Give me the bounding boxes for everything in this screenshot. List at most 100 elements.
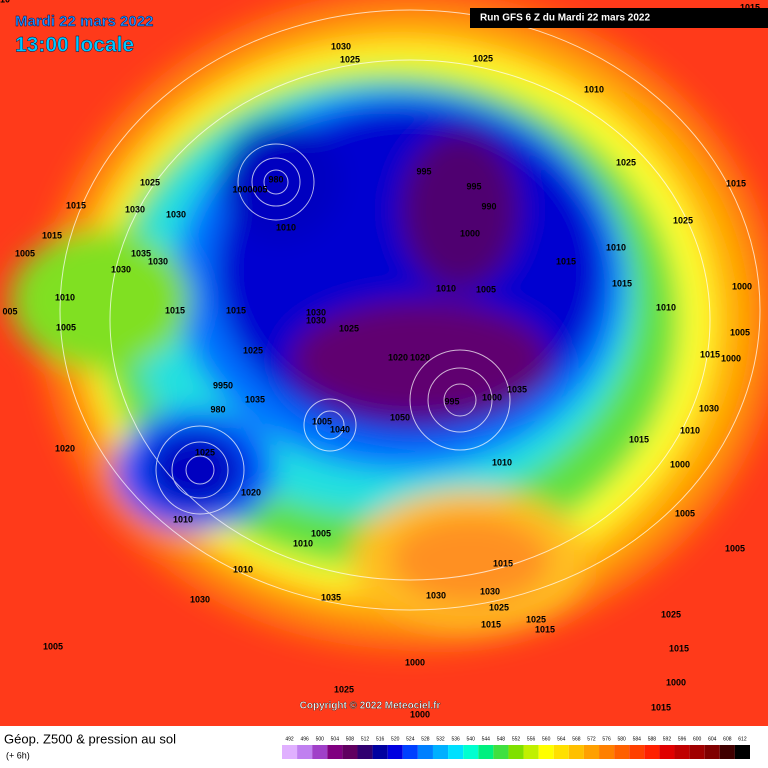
isobar-label: 1015: [629, 434, 649, 444]
isobar-label: 1015: [535, 624, 555, 634]
colorbar-label: 588: [648, 736, 657, 742]
colorbar-label: 544: [482, 736, 491, 742]
isobar-label: 1015: [612, 278, 632, 288]
isobar-label: 1010: [492, 457, 512, 467]
isobar-label: 1000: [460, 228, 480, 238]
colorbar-label: 556: [527, 736, 536, 742]
isobar-label: 1010: [584, 84, 604, 94]
colorbar-swatch: [644, 745, 660, 759]
colorbar-swatch: [629, 745, 645, 759]
isobar-label: 1040: [330, 424, 350, 434]
isobar-label: 1005: [15, 248, 35, 258]
colorbar-label: 600: [693, 736, 702, 742]
colorbar-swatch: [463, 745, 479, 759]
isobars: [59, 9, 761, 611]
colorbar-swatch: [659, 745, 675, 759]
colorbar-swatch: [372, 745, 388, 759]
isobar-label: 980: [210, 404, 225, 414]
isobar-label: 1030: [699, 403, 719, 413]
isobar-label: 1025: [339, 323, 359, 333]
colorbar-label: 552: [512, 736, 521, 742]
isobar-label: 1030: [426, 590, 446, 600]
isobar-label: 1010: [55, 292, 75, 302]
isobar-label: 1030: [148, 256, 168, 266]
colorbar-label: 560: [542, 736, 551, 742]
isobar-label: 1025: [140, 177, 160, 187]
isobar-label: 1030: [111, 264, 131, 274]
colorbar-swatch: [508, 745, 524, 759]
isobar-label: 1010: [656, 302, 676, 312]
colorbar-swatch: [417, 745, 433, 759]
isobar-label: 1015: [493, 558, 513, 568]
colorbar-swatch: [538, 745, 554, 759]
isobar-label: 1035: [131, 248, 151, 258]
isobar-label: 1035: [321, 592, 341, 602]
isobar-label: 1015: [42, 230, 62, 240]
isobar-label: 1025: [243, 345, 263, 355]
isobar-label: 1030: [125, 204, 145, 214]
isobar-label: 1030: [306, 315, 326, 325]
colorbar-swatch: [297, 745, 313, 759]
isobar-label: 1025: [340, 54, 360, 64]
colorbar-swatch: [719, 745, 735, 759]
colorbar-label: 568: [572, 736, 581, 742]
colorbar-label: 532: [436, 736, 445, 742]
isobar-label: 1010: [233, 564, 253, 574]
colorbar-label: 580: [618, 736, 627, 742]
isobar-label: 1015: [66, 200, 86, 210]
colorbar-label: 492: [285, 736, 294, 742]
colorbar-label: 612: [738, 736, 747, 742]
isobar-label: 1010: [606, 242, 626, 252]
colorbar-label: 564: [557, 736, 566, 742]
isobar-label: 1035: [245, 394, 265, 404]
isobar-label: 1020: [241, 487, 261, 497]
isobar-label: 1015: [700, 349, 720, 359]
isobar-label: 1000005: [232, 184, 267, 194]
isobar-label: 1010: [0, 0, 10, 4]
isobar-label: 1025: [473, 53, 493, 63]
colorbar-label: 584: [633, 736, 642, 742]
colorbar-label: 504: [331, 736, 340, 742]
isobar-label: 1035: [507, 384, 527, 394]
isobar-label: 1000: [410, 709, 430, 719]
isobar-label: 1015: [165, 305, 185, 315]
isobar-label: 1000: [732, 281, 752, 291]
footer: Géop. Z500 & pression au sol (+ 6h) 492 4…: [0, 726, 768, 768]
colorbar-label: 496: [300, 736, 309, 742]
isobar-label: 1030: [190, 594, 210, 604]
isobar-label: 1025: [334, 684, 354, 694]
isobar-label: 1015: [556, 256, 576, 266]
isobar-label: 1005: [56, 322, 76, 332]
colorbar-swatch: [402, 745, 418, 759]
isobar-label: 1010: [680, 425, 700, 435]
isobar-label: 1025: [526, 614, 546, 624]
colorbar-label: 528: [421, 736, 430, 742]
isobar-label: 1005: [675, 508, 695, 518]
colorbar-swatch: [674, 745, 690, 759]
isobar-label: 1030: [480, 586, 500, 596]
colorbar-label: 520: [391, 736, 400, 742]
isobar-label: 1000: [721, 353, 741, 363]
isobar-label: 1030: [331, 41, 351, 51]
isobar-label: 1030: [306, 307, 326, 317]
colorbar-label: 508: [346, 736, 355, 742]
run-box: [470, 8, 768, 28]
colorbar-swatch: [568, 745, 584, 759]
isobar-label: 1025: [673, 215, 693, 225]
isobar-label: 1015: [740, 2, 760, 12]
isobar-label: 1015: [669, 643, 689, 653]
colorbar-label: 608: [723, 736, 732, 742]
isobar-label: 995: [416, 166, 431, 176]
isobar-label: 980: [268, 174, 283, 184]
isobar-label: 1025: [616, 157, 636, 167]
colorbar-label: 500: [316, 736, 325, 742]
colorbar-label: 516: [376, 736, 385, 742]
colorbar-swatch: [432, 745, 449, 759]
isobar-label: 1025: [489, 602, 509, 612]
colorbar-swatch: [689, 745, 705, 759]
isobar-label: 1005: [730, 327, 750, 337]
isobar-label: 1015: [651, 702, 671, 712]
isobar-label: 1015: [226, 305, 246, 315]
isobar-label: 1000: [670, 459, 690, 469]
